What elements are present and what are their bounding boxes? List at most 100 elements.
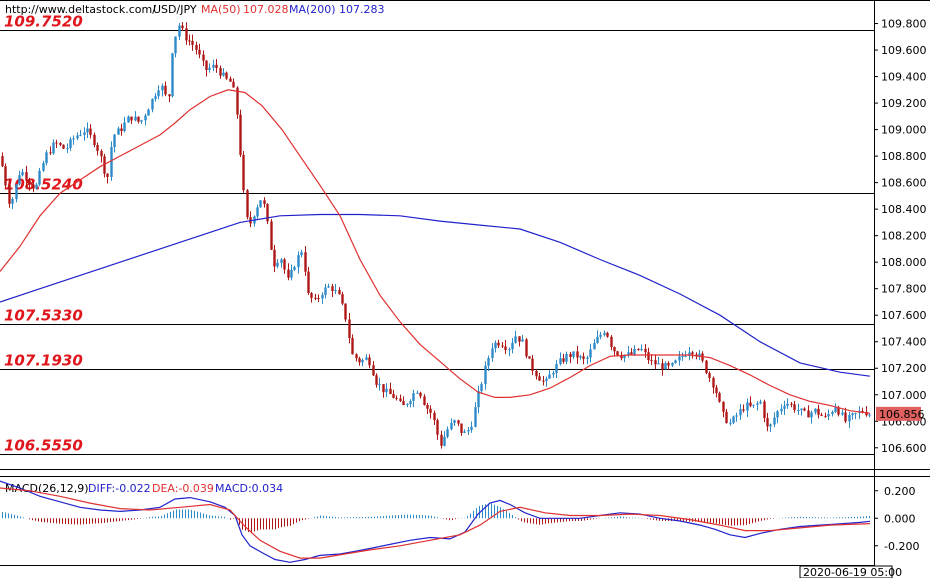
candle-body [569,353,572,357]
candle-body [814,408,817,413]
candle-body [423,396,426,405]
candle-body [834,407,837,412]
candle-body [66,148,69,150]
macd-tick-label: 0.000 [884,512,916,525]
last-price-label: 106.856 [879,408,925,421]
candle-body [171,53,174,97]
candle-body [324,287,327,295]
candle-body [531,358,534,371]
candle-body [514,336,517,343]
candle-body [491,348,494,359]
candle-body [365,357,368,360]
candle-body [123,122,126,132]
candle-body [463,431,466,433]
candle-body [327,286,330,288]
candle-body [348,319,351,339]
macd-tick-label: -0.200 [884,540,919,553]
candle-body [341,294,344,304]
candle-body [242,154,245,191]
macd-histogram [2,503,870,533]
date-label-box: 2020-06-19 05:00 [799,565,902,578]
candle-body [120,128,123,132]
price-tick-label: 108.200 [881,230,927,243]
candle-body [518,336,521,342]
candle-body [355,354,358,359]
candle-body [147,109,150,116]
candle-body [38,170,41,185]
candle-body [470,426,473,431]
candle-body [134,116,137,121]
candle-body [436,420,439,435]
candle-body [477,391,480,408]
price-tick-label: 107.600 [881,309,927,322]
candle-body [752,404,755,406]
candle-body [559,358,562,364]
candle-body [314,297,317,299]
candle-body [32,184,35,189]
candle-body [616,351,619,356]
candle-body [212,64,215,68]
chart-header: http://www.deltastock.com/ USD/JPY MA(50… [5,3,385,16]
price-tick-label: 106.600 [881,442,927,455]
candle-body [793,404,796,411]
candle-body [861,411,864,413]
candle-body [480,384,483,392]
candle-body [797,409,800,411]
candle-body [848,414,851,422]
candle-body [239,114,242,155]
candle-body [565,353,568,362]
price-tick-label: 107.000 [881,389,927,402]
candle-body [161,85,164,91]
candle-body [742,409,745,411]
candle-body [416,392,419,394]
candle-body [501,345,504,347]
candle-body [433,412,436,421]
candle-body [831,411,834,415]
candle-body [113,134,116,148]
candle-body [185,28,188,41]
candle-body [202,54,205,61]
candle-body [127,116,130,123]
support-resistance-levels: 109.7520 108.5240 107.5330 107.1930 106.5550 [0,13,874,455]
candle-body [304,252,307,272]
candle-body [854,413,857,415]
candle-body [610,336,613,348]
candle-body [593,343,596,350]
candle-body [144,115,147,121]
candle-body [382,384,385,393]
candle-body [667,363,670,366]
candle-body [283,259,286,270]
candle-body [440,434,443,446]
candle-body [708,373,711,378]
candle-body [83,132,86,135]
macd-axis-ticks: 0.200 0.000 -0.200 [874,485,919,553]
candle-body [188,40,191,42]
candle-body [117,128,120,135]
macd-title: MACD(26,12,9) [5,482,89,495]
last-price-badge-bg [876,406,921,421]
candle-body [8,185,11,204]
candle-body [225,72,228,79]
price-tick-label: 107.400 [881,336,927,349]
price-tick-label: 107.800 [881,283,927,296]
candle-body [28,180,31,185]
candle-body [55,142,58,144]
candle-body [851,413,854,415]
candle-body [276,262,279,267]
candle-body [130,116,133,121]
candle-body [647,352,650,361]
candle-body [215,64,218,68]
candle-body [766,417,769,427]
candle-body [620,355,623,359]
candle-body [756,403,759,405]
candle-body [613,347,616,352]
candle-body [783,405,786,409]
candle-body [773,417,776,425]
candle-body [596,336,599,344]
candle-body [229,78,232,82]
candle-body [528,356,531,359]
candle-body [562,358,565,362]
candle-body [484,365,487,385]
candle-body [409,400,412,404]
ma200-label: MA(200) [289,3,336,16]
